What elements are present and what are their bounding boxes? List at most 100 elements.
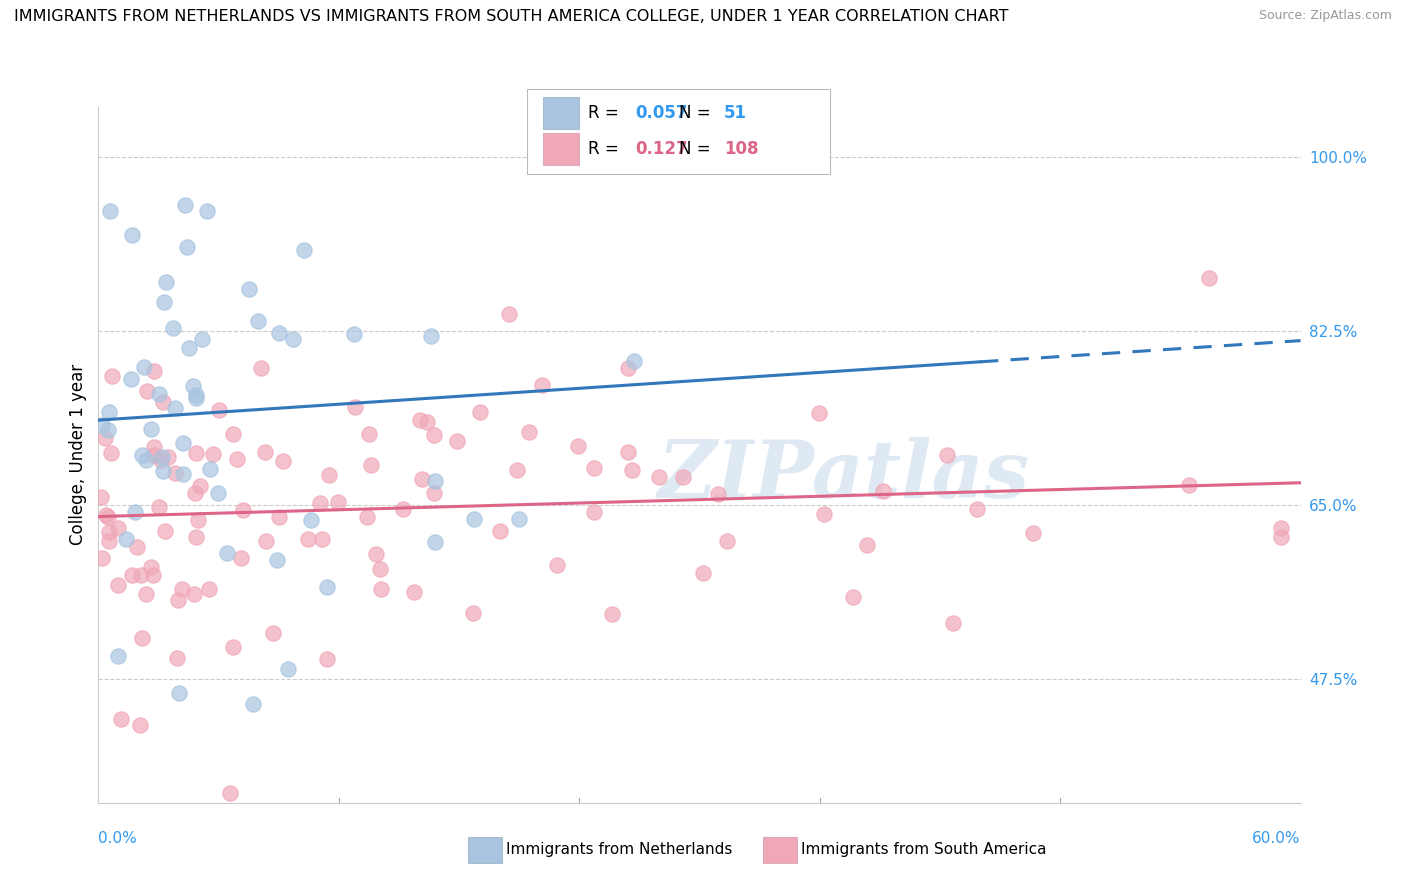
Point	[181, 379, 204, 393]
Text: 0.127: 0.127	[636, 140, 688, 158]
Point	[100, 446, 122, 460]
Point	[107, 521, 129, 535]
Point	[219, 786, 242, 800]
Point	[872, 484, 894, 499]
Point	[124, 504, 146, 518]
Point	[110, 712, 132, 726]
Point	[90, 490, 112, 504]
Point	[183, 587, 205, 601]
Point	[139, 560, 162, 574]
Point	[198, 461, 221, 475]
Point	[297, 533, 319, 547]
Text: R =: R =	[588, 104, 624, 122]
Point	[266, 553, 288, 567]
Point	[277, 662, 299, 676]
Point	[716, 533, 738, 548]
Point	[856, 538, 879, 552]
Point	[232, 503, 254, 517]
Point	[129, 568, 152, 582]
Text: ZIPatlas: ZIPatlas	[658, 437, 1029, 515]
Point	[184, 531, 207, 545]
Point	[408, 413, 430, 427]
Point	[411, 473, 433, 487]
Point	[530, 377, 553, 392]
Point	[152, 294, 174, 309]
Point	[419, 329, 441, 343]
Point	[128, 718, 150, 732]
Point	[344, 401, 367, 415]
Point	[97, 510, 120, 524]
Point	[254, 533, 277, 548]
Point	[184, 388, 207, 402]
Y-axis label: College, Under 1 year: College, Under 1 year	[69, 364, 87, 546]
Point	[423, 535, 446, 549]
Point	[508, 511, 530, 525]
Point	[299, 513, 322, 527]
Point	[446, 434, 468, 448]
Point	[121, 228, 143, 243]
Point	[107, 648, 129, 663]
Point	[152, 394, 174, 409]
Point	[328, 495, 350, 509]
Text: N =: N =	[679, 104, 716, 122]
Point	[141, 422, 163, 436]
Text: Immigrants from South America: Immigrants from South America	[801, 842, 1047, 856]
Point	[706, 487, 728, 501]
Point	[195, 204, 218, 219]
Point	[368, 561, 391, 575]
Point	[121, 567, 143, 582]
Point	[936, 449, 959, 463]
Point	[132, 360, 155, 375]
Point	[94, 431, 117, 445]
Point	[470, 405, 492, 419]
Point	[97, 423, 120, 437]
Point	[172, 467, 194, 482]
Point	[179, 341, 201, 355]
Text: Immigrants from Netherlands: Immigrants from Netherlands	[506, 842, 733, 856]
Point	[1178, 477, 1201, 491]
Point	[366, 547, 388, 561]
Point	[292, 243, 315, 257]
Point	[242, 698, 264, 712]
Point	[1022, 526, 1045, 541]
Point	[461, 606, 484, 620]
Point	[267, 509, 290, 524]
Point	[567, 439, 589, 453]
Point	[416, 415, 439, 429]
Point	[152, 465, 174, 479]
Point	[1198, 271, 1220, 285]
Point	[162, 321, 184, 335]
Point	[101, 368, 124, 383]
Point	[143, 448, 166, 462]
Point	[222, 426, 245, 441]
Point	[90, 551, 112, 566]
Point	[98, 203, 121, 218]
Point	[808, 407, 831, 421]
Point	[263, 626, 285, 640]
Point	[217, 546, 239, 560]
Point	[343, 327, 366, 342]
Point	[966, 501, 988, 516]
Point	[184, 485, 207, 500]
Point	[402, 585, 425, 599]
Point	[153, 524, 176, 539]
Point	[97, 404, 120, 418]
Point	[165, 401, 187, 416]
Point	[942, 616, 965, 631]
Point	[463, 512, 485, 526]
Point	[143, 440, 166, 454]
Point	[370, 582, 392, 596]
Point	[136, 384, 159, 398]
Point	[281, 332, 304, 346]
Point	[308, 496, 330, 510]
Point	[621, 463, 644, 477]
Point	[125, 540, 148, 554]
Point	[191, 332, 214, 346]
Point	[141, 567, 163, 582]
Point	[107, 578, 129, 592]
Text: 0.0%: 0.0%	[98, 830, 138, 846]
Point	[184, 446, 207, 460]
Point	[148, 387, 170, 401]
Point	[131, 631, 153, 645]
Point	[546, 558, 568, 572]
